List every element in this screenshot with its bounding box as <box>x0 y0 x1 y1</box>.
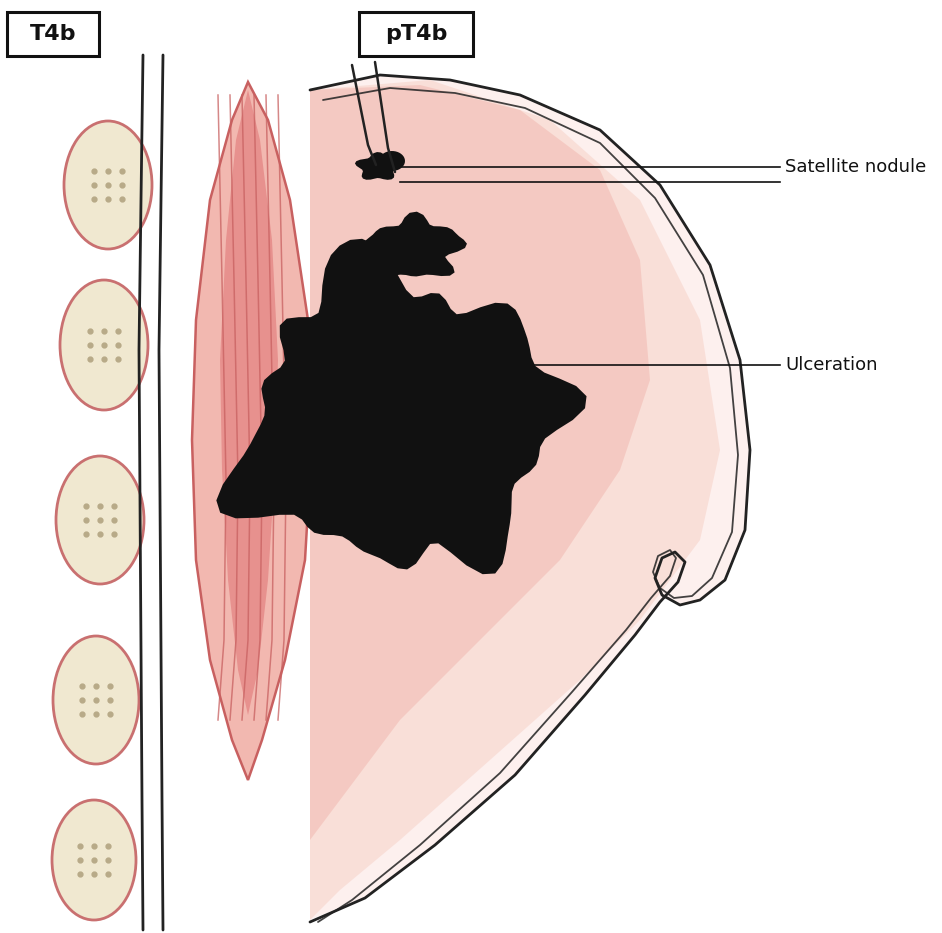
Polygon shape <box>364 212 467 276</box>
Polygon shape <box>310 75 750 920</box>
Ellipse shape <box>60 280 148 410</box>
Polygon shape <box>379 151 405 171</box>
Ellipse shape <box>56 456 144 584</box>
Text: T4b: T4b <box>30 24 76 44</box>
Ellipse shape <box>53 636 139 764</box>
Text: pT4b: pT4b <box>385 24 447 44</box>
Text: Satellite nodule: Satellite nodule <box>785 158 926 176</box>
FancyBboxPatch shape <box>359 12 473 56</box>
Ellipse shape <box>52 800 136 920</box>
Text: Ulceration: Ulceration <box>785 356 878 374</box>
Polygon shape <box>192 82 312 780</box>
Polygon shape <box>310 85 650 840</box>
Polygon shape <box>310 80 720 920</box>
Polygon shape <box>220 90 278 715</box>
Polygon shape <box>355 152 400 180</box>
FancyBboxPatch shape <box>7 12 99 56</box>
Ellipse shape <box>64 121 152 249</box>
Polygon shape <box>217 239 587 574</box>
